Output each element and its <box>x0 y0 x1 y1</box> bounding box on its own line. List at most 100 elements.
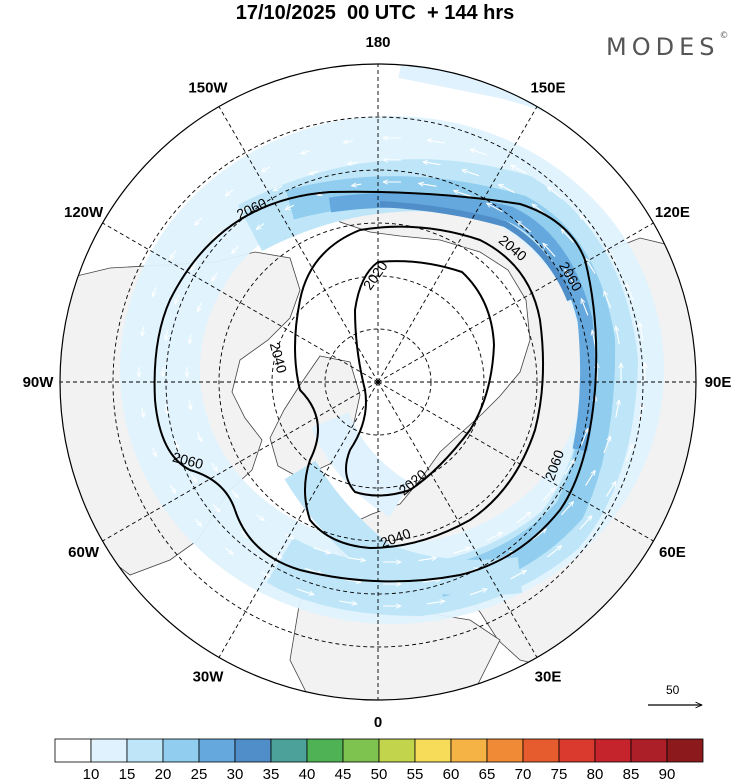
wind-vector <box>418 558 437 562</box>
wind-vector <box>175 439 179 449</box>
wind-vector <box>581 299 589 316</box>
wind-vector <box>225 189 234 196</box>
wind-vector <box>190 473 196 482</box>
meridian-label: 120E <box>655 204 690 221</box>
colorbar-label: 85 <box>623 766 640 782</box>
wind-vector <box>462 170 480 177</box>
wind-vector <box>603 436 611 454</box>
wind-vector <box>261 166 271 172</box>
meridian-label: 150W <box>188 80 228 97</box>
meridian-line <box>102 222 379 383</box>
brand-mark: © <box>719 31 729 41</box>
reference-vector: 50 <box>648 683 702 705</box>
wind-vector <box>640 323 644 341</box>
colorbar-swatch <box>630 738 668 763</box>
map-title: 17/10/2025 00 UTC + 144 hrs <box>235 2 515 24</box>
wind-vector <box>626 284 634 301</box>
wind-vector <box>191 261 197 270</box>
colorbar-swatch <box>594 738 632 763</box>
wind-vector <box>423 162 441 166</box>
wind-vector <box>543 243 556 257</box>
colorbar-swatch <box>414 738 452 763</box>
wind-vector <box>470 149 488 156</box>
wind-vector <box>241 206 250 213</box>
wind-vector <box>427 140 445 144</box>
wind-vector <box>169 484 175 493</box>
wind-vector <box>313 547 330 554</box>
colorbar-swatch <box>450 738 488 763</box>
colorbar-swatch <box>666 738 704 763</box>
wind-vector <box>486 532 503 542</box>
wind-vector <box>196 432 202 441</box>
colorbar-label: 15 <box>119 766 136 782</box>
colorbar-swatch <box>486 738 524 763</box>
wind-vector <box>427 601 445 605</box>
wind-vector <box>309 171 319 174</box>
meridian-line <box>377 381 538 658</box>
height-contours <box>153 190 598 583</box>
wind-vector <box>487 203 503 213</box>
colorbar-swatch <box>126 738 164 763</box>
wind-vector <box>189 334 191 344</box>
colorbar-swatch <box>558 738 596 763</box>
wind-vector <box>301 151 311 154</box>
colorbar-label: 75 <box>551 766 568 782</box>
colorbar-label: 50 <box>371 766 388 782</box>
colorbar-label: 60 <box>443 766 460 782</box>
wind-vector <box>454 191 471 197</box>
wind-vector <box>592 330 597 348</box>
wind-vector <box>175 294 179 304</box>
wind-vector <box>304 567 322 574</box>
wind-vector <box>343 578 361 582</box>
wind-vector <box>296 588 314 595</box>
meridian-label: 120W <box>64 204 104 221</box>
wind-vector <box>284 533 294 539</box>
meridian-line <box>218 106 379 383</box>
colorbar-swatch <box>342 738 380 763</box>
wind-vector <box>453 548 471 554</box>
wind-vector <box>531 529 546 541</box>
wind-vector <box>273 185 283 191</box>
wind-vector <box>142 326 144 337</box>
wind-vector <box>142 407 144 418</box>
wind-vector <box>511 165 527 175</box>
wind-vector <box>195 217 203 225</box>
colorbar-label: 30 <box>227 766 244 782</box>
brand-name: MODES <box>606 33 720 61</box>
map-boundary <box>59 63 697 701</box>
wind-vector <box>255 514 264 521</box>
wind-vector <box>256 222 265 229</box>
wind-vector <box>285 204 295 210</box>
colorbar-label: 45 <box>335 766 352 782</box>
colorbar-label: 25 <box>191 766 208 782</box>
wind-vector <box>347 162 358 164</box>
wind-vector <box>166 330 168 340</box>
brand-logo: MODES© <box>606 31 729 61</box>
meridian-line <box>218 381 379 658</box>
wind-vector <box>422 579 441 583</box>
wind-vector <box>517 221 532 233</box>
wind-vector <box>615 400 619 418</box>
wind-vector <box>419 183 437 187</box>
wind-vector <box>625 444 633 461</box>
colorbar-swatch <box>270 738 308 763</box>
wind-vector <box>510 570 527 580</box>
meridian-label: 60W <box>68 544 100 561</box>
colorbar: 10 15 20 25 30 35 40 45 50 55 60 65 70 75 80 85 90 <box>54 738 704 782</box>
wind-vector <box>580 429 588 446</box>
meridian-label: 90E <box>705 374 732 391</box>
wind-vector <box>585 470 596 486</box>
wind-vector <box>225 547 233 554</box>
contour-2040 <box>294 225 545 550</box>
wind-vector <box>547 546 562 558</box>
colorbar-label: 65 <box>479 766 496 782</box>
wind-vector <box>232 245 239 253</box>
colorbar-swatch <box>198 738 236 763</box>
colorbar-swatch <box>522 738 560 763</box>
colorbar-swatch <box>162 738 200 763</box>
meridian-label: 0 <box>374 714 382 731</box>
wind-vector <box>548 187 563 199</box>
colorbar-swatch <box>234 738 272 763</box>
colorbar-swatch <box>306 738 344 763</box>
colorbar-label: 90 <box>659 766 676 782</box>
